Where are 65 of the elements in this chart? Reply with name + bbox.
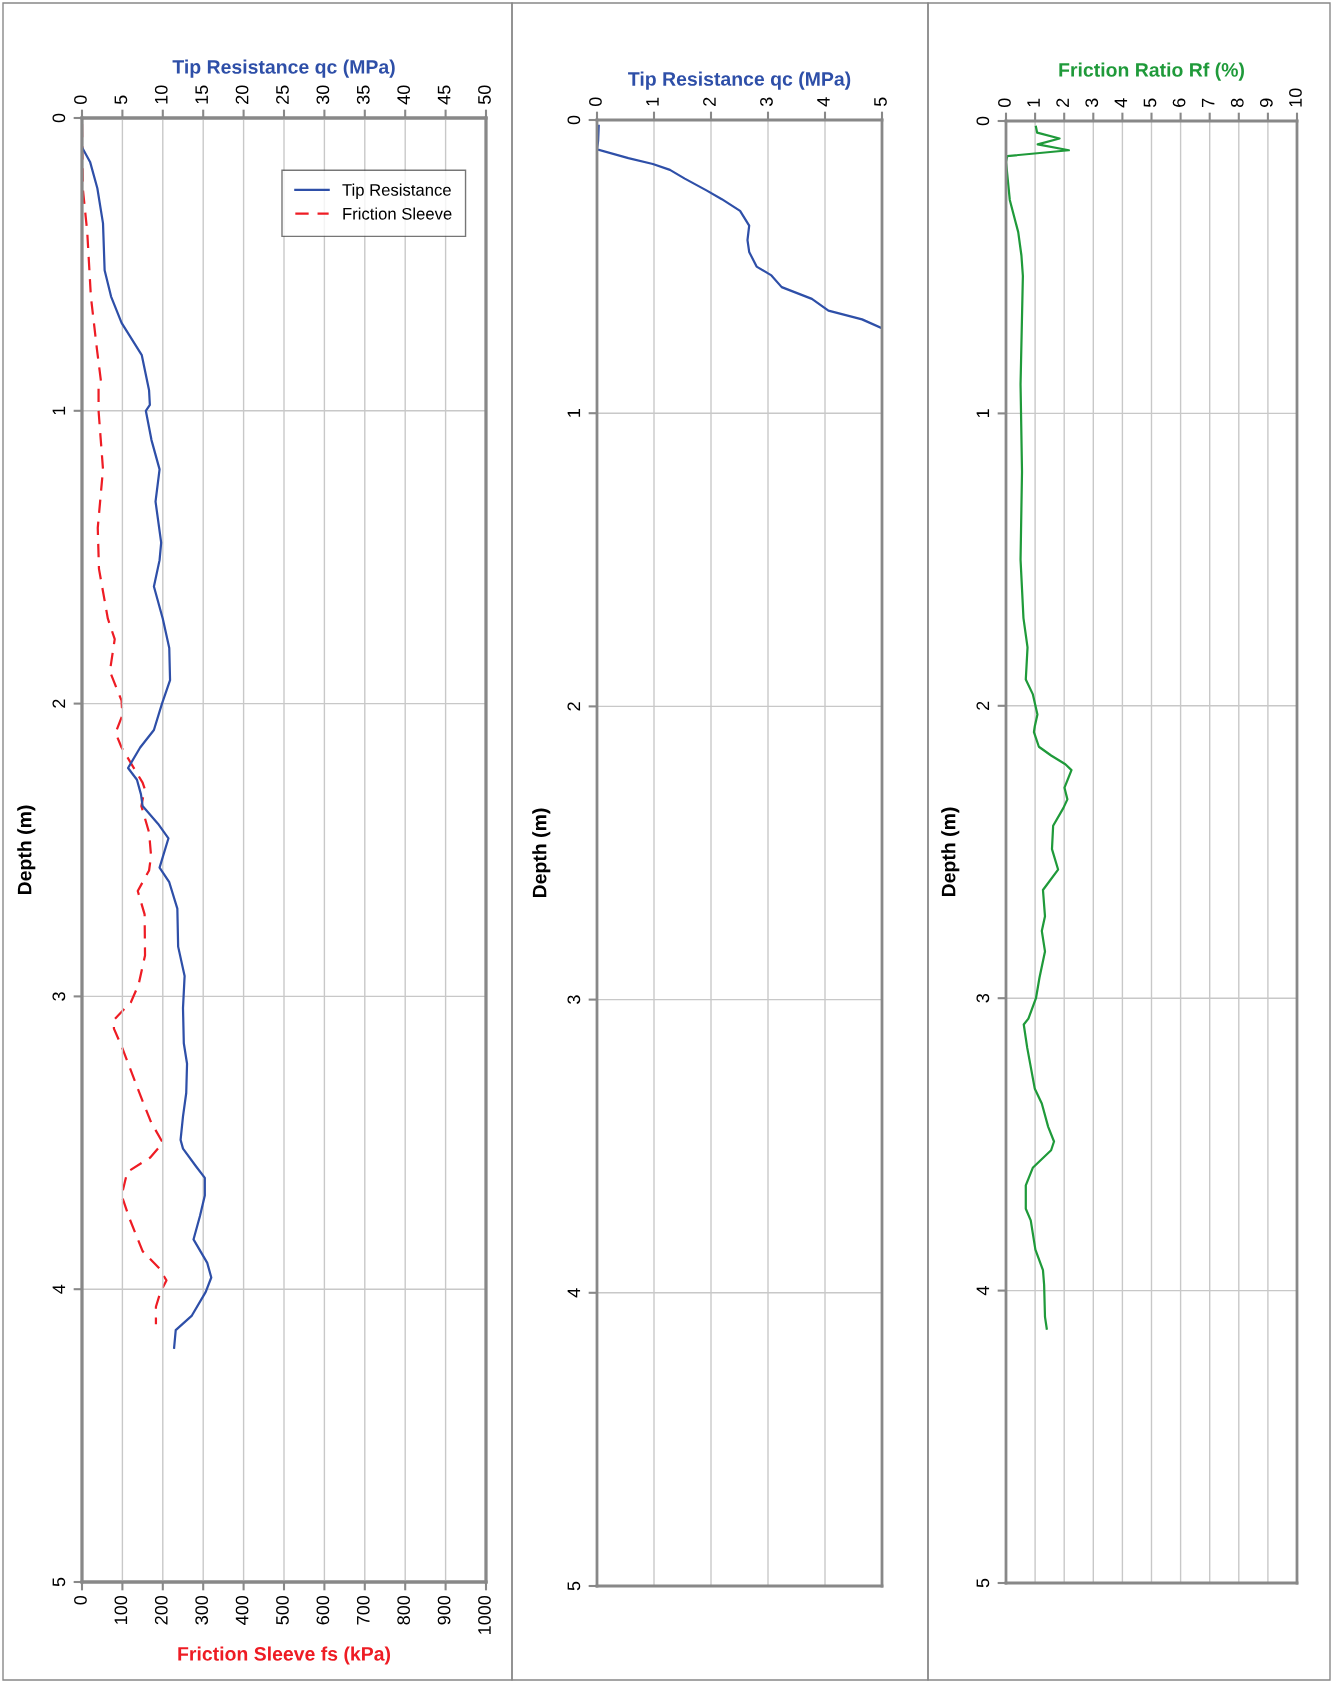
x-tick-label: 5 (874, 97, 887, 107)
x-tick-label: 0 (998, 98, 1011, 108)
y-tick-label: 4 (567, 1288, 581, 1298)
line-series (1006, 125, 1073, 1330)
y-tick-label: 4 (976, 1286, 990, 1296)
x-tick-label: 1 (646, 97, 659, 106)
x-axis-title: Tip Resistance qc (MPa) (628, 71, 851, 90)
x2-tick-label: 45 (437, 85, 451, 105)
legend-label: Tip Resistance (342, 183, 451, 200)
x2-tick-label: 25 (276, 85, 289, 104)
y-tick-label: 3 (52, 992, 66, 1001)
x-tick-label: 6 (1172, 98, 1186, 107)
y-tick-label: 1 (567, 409, 581, 417)
y-tick-label: 5 (52, 1577, 66, 1587)
x-tick-label: 3 (1085, 98, 1099, 108)
x2-tick-label: 30 (316, 85, 330, 105)
y-axis-title: Depth (m) (17, 805, 36, 895)
legend-label: Friction Sleeve (343, 207, 452, 220)
x-axis-title: Friction Ratio Rf (%) (1059, 62, 1244, 81)
x-tick-label: 8 (1230, 98, 1244, 108)
x-tick-label: 5 (1143, 98, 1157, 108)
y-tick-label: 2 (976, 701, 990, 710)
x2-tick-label: 20 (235, 85, 249, 104)
x2-axis-title: Tip Resistance qc (MPa) (172, 59, 395, 78)
x2-tick-label: 40 (397, 85, 411, 105)
y-axis-title: Depth (m) (941, 807, 960, 897)
y-tick-label: 0 (567, 115, 581, 125)
y-tick-label: 1 (52, 406, 66, 415)
x-tick-label: 10 (1289, 88, 1302, 107)
x-tick-label: 200 (154, 1595, 168, 1625)
y-tick-label: 5 (976, 1578, 990, 1588)
x-tick-label: 3 (760, 97, 773, 107)
y-axis-title: Depth (m) (532, 808, 551, 898)
x-tick-label: 1000 (478, 1595, 491, 1634)
y-tick-label: 3 (976, 993, 990, 1003)
x-tick-label: 700 (356, 1595, 370, 1625)
x2-tick-label: 35 (356, 85, 370, 105)
x-axis-title: Friction Sleeve fs (kPa) (178, 1646, 391, 1665)
x-tick-label: 900 (437, 1595, 451, 1625)
x2-tick-label: 15 (195, 85, 209, 104)
x-tick-label: 2 (1056, 98, 1069, 107)
x2-tick-label: 50 (478, 85, 491, 105)
y-tick-label: 2 (52, 699, 66, 708)
x-tick-label: 0 (589, 97, 602, 107)
x-tick-label: 100 (114, 1595, 128, 1624)
x-tick-label: 600 (316, 1595, 330, 1625)
y-tick-label: 1 (976, 409, 990, 418)
y-tick-label: 0 (976, 116, 990, 126)
y-tick-label: 2 (567, 702, 581, 711)
y-tick-label: 5 (567, 1581, 581, 1591)
y-tick-label: 0 (52, 113, 66, 123)
x-tick-label: 300 (195, 1595, 209, 1625)
x-tick-label: 400 (235, 1595, 249, 1625)
x-tick-label: 7 (1201, 98, 1215, 107)
line-series (597, 124, 882, 330)
x-tick-label: 9 (1259, 98, 1273, 107)
x-tick-label: 2 (703, 97, 716, 106)
y-tick-label: 3 (567, 995, 581, 1004)
x-tick-label: 1 (1027, 98, 1040, 107)
x-tick-label: 800 (397, 1595, 411, 1625)
x-tick-label: 4 (817, 97, 830, 107)
x-tick-label: 0 (74, 1595, 87, 1605)
y-tick-label: 4 (52, 1284, 66, 1294)
x-tick-label: 4 (1114, 98, 1128, 108)
x-tick-label: 500 (276, 1595, 289, 1625)
